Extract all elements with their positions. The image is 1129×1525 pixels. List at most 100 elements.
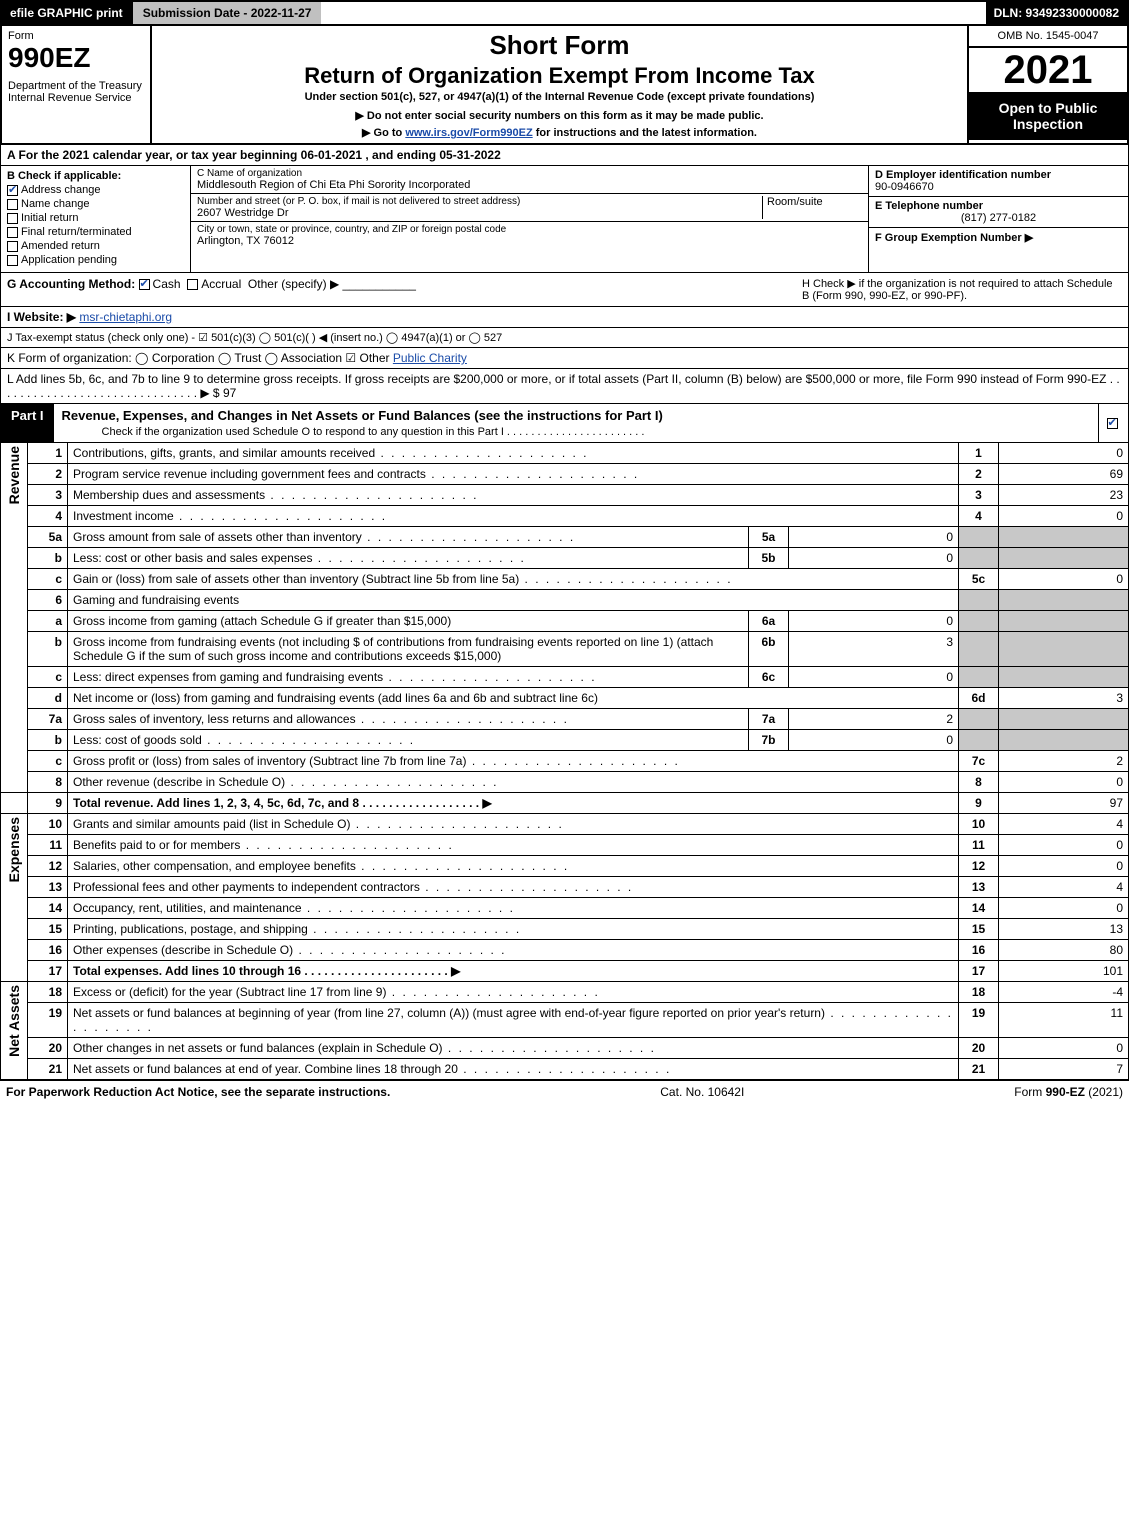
row-num: 11 [28, 835, 68, 856]
grey-cell [999, 709, 1129, 730]
row-outlab: 6d [959, 688, 999, 709]
cb-cash[interactable] [139, 279, 150, 290]
checkbox-icon[interactable] [7, 227, 18, 238]
row-outlab: 1 [959, 443, 999, 464]
row-desc: Total revenue. Add lines 1, 2, 3, 4, 5c,… [68, 793, 959, 814]
box-e: E Telephone number (817) 277-0182 [869, 197, 1128, 228]
header-left: Form 990EZ Department of the Treasury In… [2, 26, 152, 143]
row-desc: Gross income from fundraising events (no… [68, 632, 749, 667]
e-label: E Telephone number [875, 200, 983, 212]
part1-badge: Part I [1, 404, 54, 442]
checkbox-icon[interactable] [1107, 418, 1118, 429]
row-num: 12 [28, 856, 68, 877]
row-desc: Printing, publications, postage, and shi… [68, 919, 959, 940]
row-num: 13 [28, 877, 68, 898]
grey-cell [959, 527, 999, 548]
website-link[interactable]: msr-chietaphi.org [79, 310, 172, 324]
line-k: K Form of organization: ◯ Corporation ◯ … [0, 348, 1129, 369]
row-inlab: 7a [749, 709, 789, 730]
room-label: Room/suite [762, 196, 862, 219]
org-name: Middlesouth Region of Chi Eta Phi Sorori… [197, 179, 862, 191]
cb-amended-return[interactable]: Amended return [7, 240, 184, 252]
short-form-title: Short Form [158, 30, 961, 61]
row-desc: Net income or (loss) from gaming and fun… [68, 688, 959, 709]
cb-initial-return[interactable]: Initial return [7, 212, 184, 224]
row-desc: Net assets or fund balances at end of ye… [68, 1059, 959, 1080]
box-b-header: B Check if applicable: [7, 170, 184, 182]
row-outlab: 12 [959, 856, 999, 877]
header-right: OMB No. 1545-0047 2021 Open to Public In… [967, 26, 1127, 143]
cb-address-change[interactable]: Address change [7, 184, 184, 196]
row-inval: 0 [789, 611, 959, 632]
row-num: 3 [28, 485, 68, 506]
k-link[interactable]: Public Charity [393, 351, 467, 365]
row-outlab: 4 [959, 506, 999, 527]
row-outval: 0 [999, 569, 1129, 590]
row-num: b [28, 632, 68, 667]
row-desc: Benefits paid to or for members [68, 835, 959, 856]
checkbox-icon[interactable] [7, 255, 18, 266]
row-outlab: 11 [959, 835, 999, 856]
part1-check[interactable] [1098, 404, 1128, 442]
row-num: 17 [28, 961, 68, 982]
line-i: I Website: ▶ msr-chietaphi.org [0, 307, 1129, 328]
cb-application-pending[interactable]: Application pending [7, 254, 184, 266]
row-num: 16 [28, 940, 68, 961]
checkbox-icon[interactable] [7, 185, 18, 196]
row-outlab: 10 [959, 814, 999, 835]
row-outval: 7 [999, 1059, 1129, 1080]
box-def: D Employer identification number 90-0946… [868, 166, 1128, 272]
checkbox-icon[interactable] [7, 199, 18, 210]
row-desc: Less: cost or other basis and sales expe… [68, 548, 749, 569]
row-inval: 0 [789, 548, 959, 569]
row-num: 20 [28, 1038, 68, 1059]
line-h: H Check ▶ if the organization is not req… [802, 277, 1122, 302]
row-num: 15 [28, 919, 68, 940]
row-desc: Gain or (loss) from sale of assets other… [68, 569, 959, 590]
row-num: 1 [28, 443, 68, 464]
grey-cell [959, 730, 999, 751]
row-desc: Other revenue (describe in Schedule O) [68, 772, 959, 793]
revenue-side: Revenue [1, 443, 28, 793]
efile-label[interactable]: efile GRAPHIC print [2, 2, 131, 24]
open-inspection: Open to Public Inspection [969, 92, 1127, 140]
city-val: Arlington, TX 76012 [197, 235, 862, 247]
row-outval: 0 [999, 898, 1129, 919]
cb-final-return[interactable]: Final return/terminated [7, 226, 184, 238]
row-outlab: 3 [959, 485, 999, 506]
row-desc: Investment income [68, 506, 959, 527]
grey-cell [999, 548, 1129, 569]
grey-cell [999, 611, 1129, 632]
grey-cell [999, 730, 1129, 751]
grey-cell [959, 590, 999, 611]
cb-name-change[interactable]: Name change [7, 198, 184, 210]
row-desc: Other expenses (describe in Schedule O) [68, 940, 959, 961]
row-num: d [28, 688, 68, 709]
cb-accrual[interactable] [187, 279, 198, 290]
checkbox-icon[interactable] [7, 241, 18, 252]
row-num: 10 [28, 814, 68, 835]
row-desc: Less: direct expenses from gaming and fu… [68, 667, 749, 688]
row-outlab: 7c [959, 751, 999, 772]
addr-val: 2607 Westridge Dr [197, 207, 762, 219]
form-header: Form 990EZ Department of the Treasury In… [0, 26, 1129, 145]
row-num: c [28, 569, 68, 590]
row-desc: Total expenses. Add lines 10 through 16 … [68, 961, 959, 982]
row-outval: 4 [999, 877, 1129, 898]
row-inval: 2 [789, 709, 959, 730]
grey-cell [999, 632, 1129, 667]
checkbox-icon[interactable] [7, 213, 18, 224]
row-num: 9 [28, 793, 68, 814]
goto-link[interactable]: www.irs.gov/Form990EZ [405, 127, 532, 139]
row-num: c [28, 751, 68, 772]
row-outlab: 8 [959, 772, 999, 793]
gh-row: G Accounting Method: Cash Accrual Other … [0, 273, 1129, 307]
row-outval: 23 [999, 485, 1129, 506]
row-num: 5a [28, 527, 68, 548]
row-outval: 2 [999, 751, 1129, 772]
row-outlab: 14 [959, 898, 999, 919]
row-num: 8 [28, 772, 68, 793]
box-b: B Check if applicable: Address change Na… [1, 166, 191, 272]
row-outval: 101 [999, 961, 1129, 982]
row-outval: 0 [999, 835, 1129, 856]
